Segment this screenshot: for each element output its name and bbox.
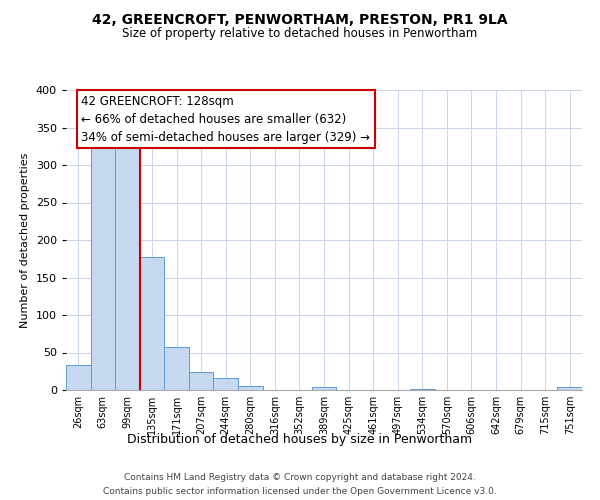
Text: 42, GREENCROFT, PENWORTHAM, PRESTON, PR1 9LA: 42, GREENCROFT, PENWORTHAM, PRESTON, PR1… (92, 12, 508, 26)
Text: Distribution of detached houses by size in Penwortham: Distribution of detached houses by size … (127, 432, 473, 446)
Bar (189, 372, 214, 390)
Bar (140, 256, 164, 390)
Text: Size of property relative to detached houses in Penwortham: Size of property relative to detached ho… (122, 28, 478, 40)
Bar (410, 388, 434, 390)
Bar (91, 145, 115, 390)
Bar (312, 387, 336, 390)
Text: 42 GREENCROFT: 128sqm
← 66% of detached houses are smaller (632)
34% of semi-det: 42 GREENCROFT: 128sqm ← 66% of detached … (82, 94, 370, 144)
Bar (238, 386, 263, 390)
Y-axis label: Number of detached properties: Number of detached properties (20, 152, 30, 328)
Bar (557, 387, 582, 390)
Bar (115, 138, 140, 390)
Bar (164, 347, 189, 390)
Bar (66, 365, 91, 390)
Text: Contains public sector information licensed under the Open Government Licence v3: Contains public sector information licen… (103, 488, 497, 496)
Text: Contains HM Land Registry data © Crown copyright and database right 2024.: Contains HM Land Registry data © Crown c… (124, 472, 476, 482)
Bar (214, 378, 238, 390)
